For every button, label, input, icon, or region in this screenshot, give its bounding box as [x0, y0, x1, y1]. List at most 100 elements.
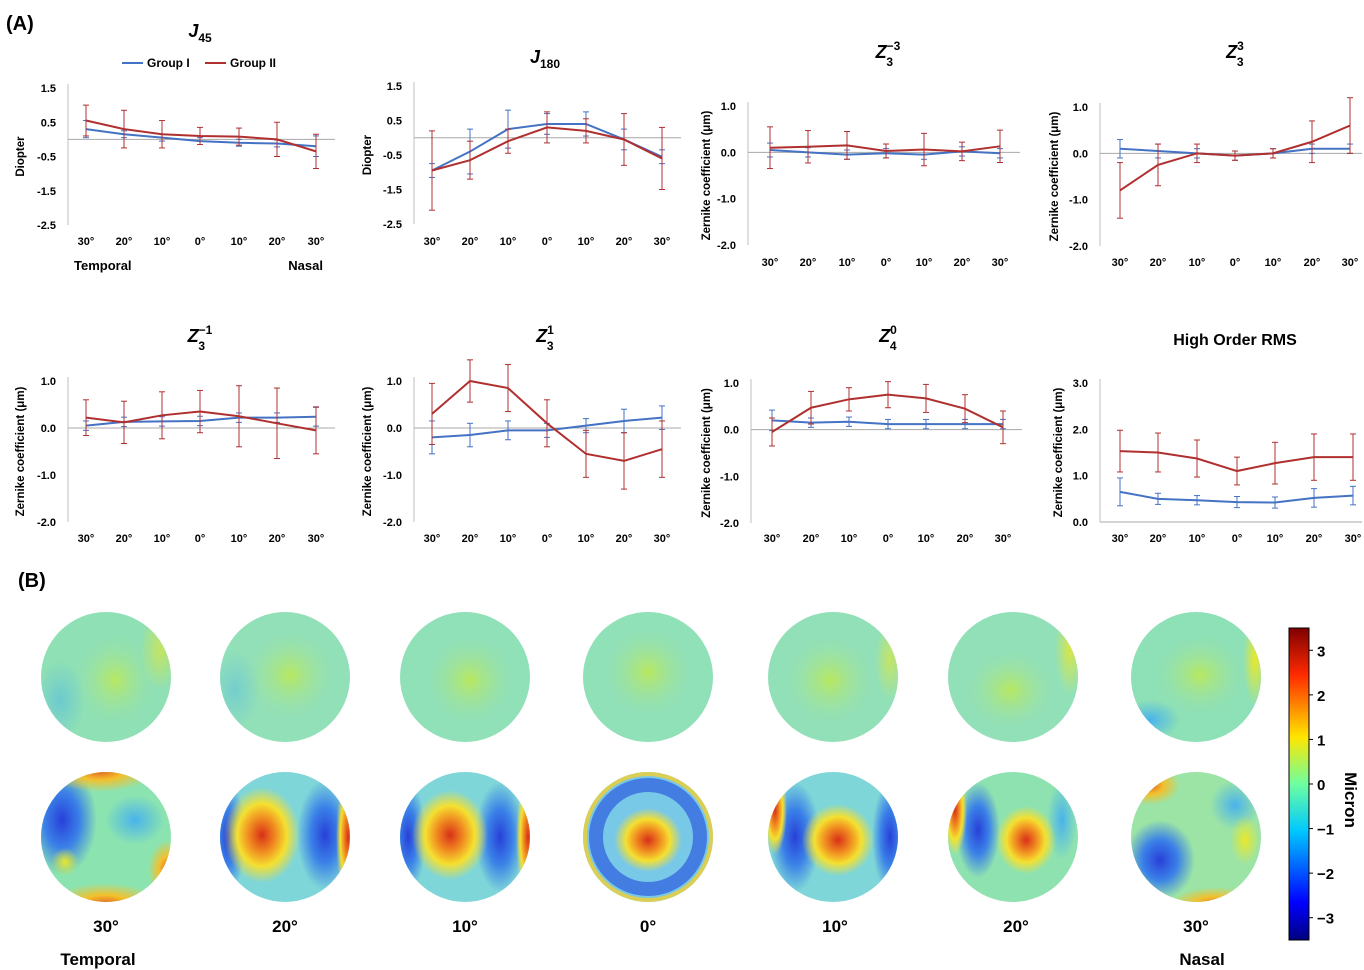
chart: Z1 3 1.0 0.0 -1.0 -2.0 Zernike coefficient (μm… [362, 323, 681, 545]
colorbar-tick-label: 1 [1317, 732, 1325, 749]
colorbar-tick-label: 2 [1317, 688, 1325, 705]
x-tick-label: 20° [116, 236, 133, 248]
x-tick-label: 10° [839, 257, 856, 269]
y-tick-label: -0.5 [37, 152, 56, 164]
x-tick-label: 10° [1265, 257, 1282, 269]
chart-title: Z−1 3 [187, 323, 213, 353]
y-axis-label: Zernike coefficient (μm) [362, 386, 374, 516]
x-tick-label: 0° [542, 533, 553, 545]
y-axis-label: Zernike coefficient (μm) [701, 388, 713, 518]
wavefront-map-high-order [27, 748, 188, 927]
y-tick-label: -1.5 [37, 186, 56, 198]
colorbar-tick-label: −1 [1317, 822, 1334, 839]
map-angle-label: 10° [822, 917, 848, 936]
x-tick-label: 0° [881, 257, 892, 269]
y-tick-label: -2.0 [383, 517, 402, 529]
wavefront-map-low-order [1120, 612, 1267, 742]
y-tick-label: -2.0 [1069, 241, 1088, 253]
wavefront-map-low-order [210, 612, 350, 742]
colorbar-ticks: 3210−1−2−3 [1309, 643, 1334, 927]
x-tick-label: 20° [1150, 257, 1167, 269]
chart-title: J180 [530, 47, 560, 71]
wavefront-map-high-order [1120, 765, 1261, 923]
map-angle-label: 10° [452, 917, 478, 936]
x-tick-label: 0° [195, 236, 206, 248]
chart-title: Z0 4 [878, 323, 897, 353]
series-line-group2 [86, 121, 316, 152]
y-tick-label: -2.0 [37, 517, 56, 529]
y-tick-label: -1.0 [717, 194, 736, 206]
x-tick-label: 10° [231, 533, 248, 545]
x-tick-label: 10° [500, 533, 517, 545]
y-tick-label: -0.5 [383, 150, 402, 162]
side-label-nasal: Nasal [288, 258, 323, 273]
x-tick-label: 10° [578, 236, 595, 248]
map-side-label-nasal: Nasal [1179, 950, 1224, 969]
wavefront-map-high-order [583, 772, 713, 902]
x-tick-label: 10° [1267, 533, 1284, 545]
chart: Z3 31.00.0-1.0-2.0Zernike coefficient (μm… [1049, 39, 1362, 269]
x-tick-label: 30° [995, 533, 1012, 545]
colorbar-tick-label: −3 [1317, 911, 1334, 928]
chart: J180 1.5 0.5 -0.5 -1.5 -2.5 Diopter 30° 20° 10° 0°… [362, 47, 681, 248]
y-tick-label: -2.5 [37, 220, 56, 232]
y-tick-label: 0.0 [724, 425, 739, 437]
chart-title: J45 [188, 21, 212, 45]
wavefront-map-low-order [948, 605, 1085, 742]
colorbar-tick-label: 0 [1317, 777, 1325, 794]
x-tick-label: 20° [957, 533, 974, 545]
wavefront-maps: 30° 20° 10° 0° 10° 20° 30° Temporal Nasa… [27, 605, 1360, 969]
x-tick-label: 30° [1112, 533, 1129, 545]
x-tick-label: 10° [918, 533, 935, 545]
y-tick-label: -2.0 [717, 240, 736, 252]
y-tick-label: -2.0 [720, 518, 739, 530]
y-tick-label: 0.0 [41, 423, 56, 435]
panel-label-a: (A) [6, 13, 34, 35]
y-axis-label: Diopter [15, 136, 27, 177]
chart-title: Z−3 3 [875, 39, 901, 69]
x-tick-label: 10° [578, 533, 595, 545]
x-tick-label: 30° [1342, 257, 1359, 269]
x-tick-label: 0° [883, 533, 894, 545]
wavefront-map-low-order [400, 612, 530, 742]
y-axis-label: Diopter [362, 134, 374, 175]
x-tick-label: 20° [269, 533, 286, 545]
x-tick-label: 30° [424, 236, 441, 248]
colorbar-gradient [1289, 628, 1309, 940]
wavefront-map-high-order [390, 772, 540, 902]
x-tick-label: 30° [78, 236, 95, 248]
chart-title: High Order RMS [1173, 332, 1297, 349]
x-tick-label: 0° [195, 533, 206, 545]
y-tick-label: 1.0 [41, 376, 56, 388]
x-tick-label: 30° [308, 533, 325, 545]
x-tick-label: 20° [616, 236, 633, 248]
x-tick-label: 10° [1189, 533, 1206, 545]
chart: High Order RMS 3.0 2.0 1.0 0.0 Zernike coeffi… [1053, 332, 1362, 545]
y-tick-label: 1.0 [721, 101, 736, 113]
x-tick-label: 30° [308, 236, 325, 248]
x-tick-label: 20° [800, 257, 817, 269]
x-tick-label: 20° [116, 533, 133, 545]
chart-title: Z3 3 [1225, 39, 1244, 69]
wavefront-map-low-order [583, 612, 713, 742]
y-tick-label: 0.0 [387, 423, 402, 435]
y-tick-label: 0.0 [1073, 517, 1088, 529]
line-charts: J451.50.5-0.5-1.5-2.5Diopter30° 20° 10° 0° 1… [15, 21, 1362, 545]
wavefront-map-high-order [763, 765, 908, 902]
chart: Z0 4 1.0 0.0 -1.0 -2.0 Zernike coefficient (μm… [701, 323, 1022, 545]
legend-label-group2: Group II [230, 56, 276, 70]
x-tick-label: 10° [916, 257, 933, 269]
x-tick-label: 30° [762, 257, 779, 269]
y-axis-label: Zernike coefficient (μm) [701, 110, 713, 240]
y-tick-label: 3.0 [1073, 378, 1088, 390]
y-tick-label: 0.0 [721, 147, 736, 159]
x-tick-label: 10° [154, 533, 171, 545]
y-tick-label: -2.5 [383, 219, 402, 231]
x-tick-label: 20° [462, 533, 479, 545]
colorbar-tick-label: 3 [1317, 643, 1325, 660]
x-tick-label: 30° [424, 533, 441, 545]
map-angle-label: 30° [1183, 917, 1209, 936]
x-tick-label: 20° [803, 533, 820, 545]
y-tick-label: -1.0 [1069, 195, 1088, 207]
side-label-temporal: Temporal [74, 258, 132, 273]
